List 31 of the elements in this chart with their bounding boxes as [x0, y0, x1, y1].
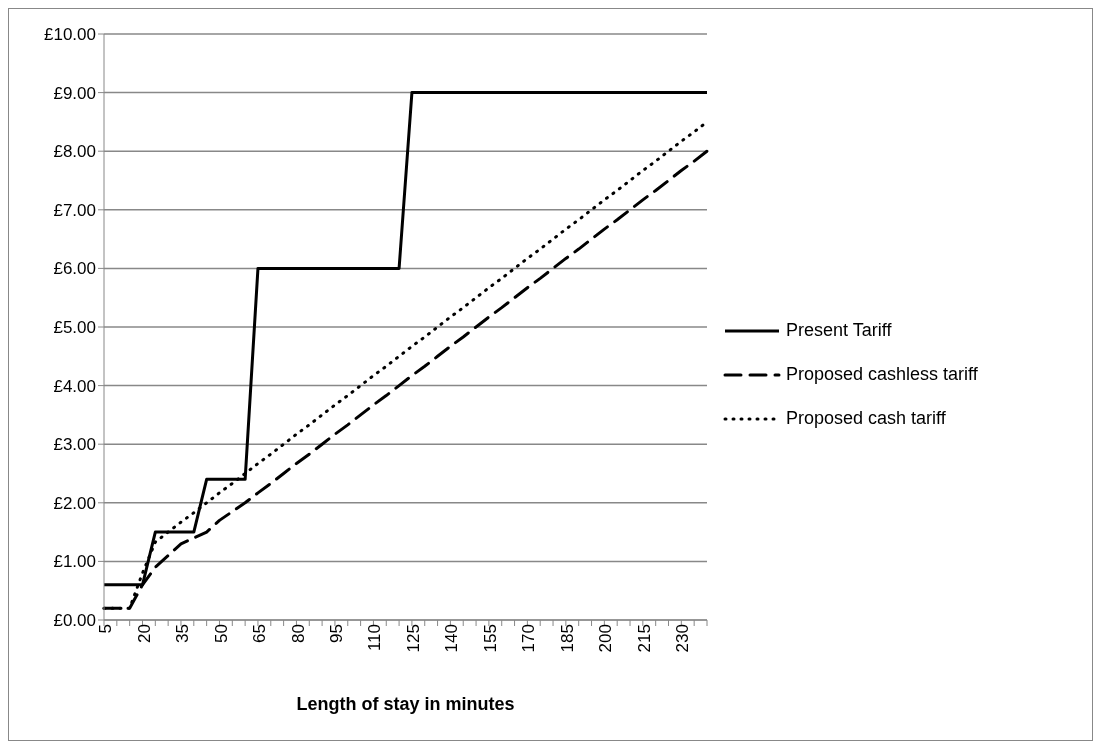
x-tick-label: 20: [134, 624, 154, 643]
x-tick-label: 140: [442, 624, 462, 653]
y-tick-label: £7.00: [53, 200, 96, 220]
x-tick-label: 110: [365, 624, 385, 652]
x-axis-title: Length of stay in minutes: [296, 694, 515, 714]
x-tick-label: 185: [557, 624, 577, 653]
x-tick-label: 200: [596, 624, 616, 653]
x-tick-label: 230: [673, 624, 693, 653]
y-tick-label: £3.00: [53, 435, 96, 455]
y-tick-label: £9.00: [53, 83, 96, 103]
y-tick-label: £8.00: [53, 142, 96, 162]
legend-label: Proposed cash tariff: [786, 408, 946, 429]
x-tick-label: 80: [288, 624, 308, 643]
legend-label: Proposed cashless tariff: [786, 364, 978, 385]
x-tick-label: 125: [403, 624, 423, 653]
y-tick-label: £4.00: [53, 376, 96, 396]
x-tick-label: 170: [519, 624, 539, 653]
x-tick-label: 35: [173, 624, 193, 643]
y-tick-label: £0.00: [53, 611, 96, 631]
y-tick-label: £5.00: [53, 318, 96, 338]
x-tick-label: 5: [96, 624, 116, 634]
y-tick-label: £2.00: [53, 493, 96, 513]
y-tick-label: £6.00: [53, 259, 96, 279]
y-tick-label: £1.00: [53, 552, 96, 572]
x-tick-label: 50: [211, 624, 231, 643]
y-tick-label: £10.00: [44, 25, 96, 45]
x-tick-label: 215: [634, 624, 654, 653]
x-tick-label: 155: [480, 624, 500, 653]
x-tick-label: 95: [327, 624, 347, 643]
x-tick-label: 65: [250, 624, 270, 643]
legend-label: Present Tariff: [786, 320, 892, 341]
